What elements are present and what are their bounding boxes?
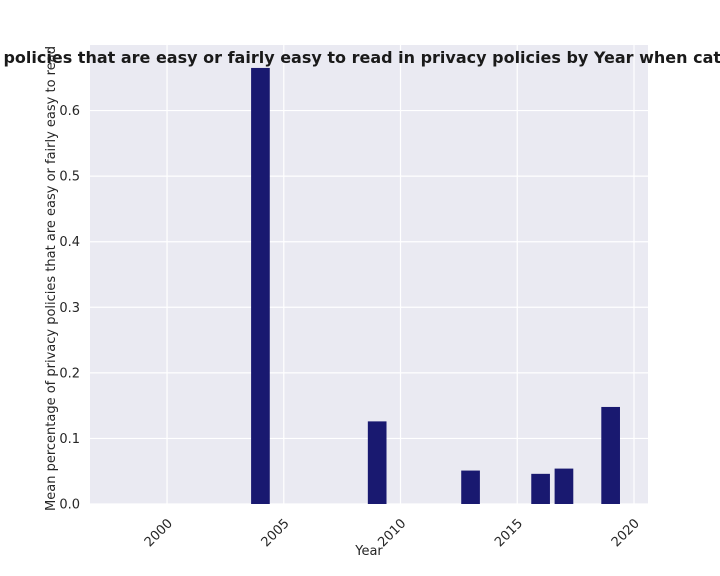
- y-tick-label: 0.1: [59, 432, 80, 447]
- bar-2017: [554, 468, 574, 504]
- y-tick-label: 0.0: [59, 498, 80, 513]
- bar-2004: [251, 67, 270, 504]
- x-tick-label: 2000: [142, 516, 176, 550]
- bar-2013: [461, 470, 480, 504]
- x-tick-label: 2015: [492, 516, 526, 550]
- y-tick-label: 0.4: [59, 235, 80, 250]
- x-tick-labels: 2000 2005 2010 2015 2020: [142, 516, 643, 550]
- bar-2009: [367, 421, 387, 504]
- y-tick-label: 0.3: [59, 301, 80, 316]
- x-tick-label: 2020: [609, 516, 643, 550]
- x-tick-label: 2005: [259, 516, 293, 550]
- bars: [251, 67, 620, 504]
- chart-title: privacy policies that are easy or fairly…: [0, 48, 720, 67]
- bar-2019: [601, 406, 620, 504]
- y-tick-label: 0.6: [59, 104, 80, 119]
- x-axis-label: Year: [354, 544, 383, 559]
- y-axis-label: Mean percentage of privacy policies that…: [44, 46, 59, 511]
- bar-2016: [531, 473, 550, 504]
- y-tick-label: 0.5: [59, 170, 80, 185]
- y-tick-label: 0.2: [59, 366, 80, 381]
- y-tick-labels: 0.0 0.1 0.2 0.3 0.4 0.5 0.6: [59, 104, 80, 512]
- grid-lines: [90, 45, 648, 505]
